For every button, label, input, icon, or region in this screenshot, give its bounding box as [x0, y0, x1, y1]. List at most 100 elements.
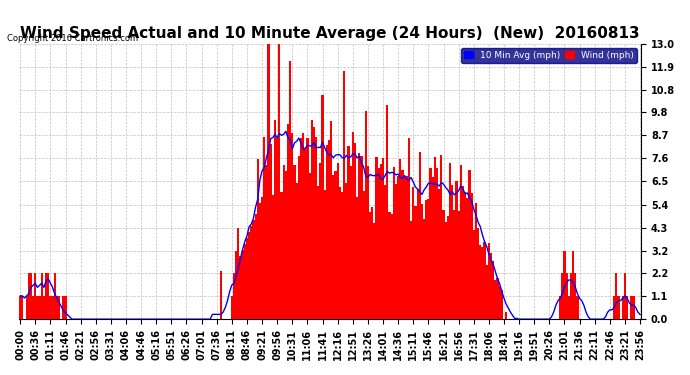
- Bar: [410, 221, 412, 319]
- Bar: [375, 157, 377, 319]
- Bar: [360, 156, 362, 319]
- Bar: [354, 143, 356, 319]
- Bar: [297, 156, 300, 319]
- Bar: [382, 158, 384, 319]
- Bar: [266, 165, 268, 319]
- Bar: [248, 232, 250, 319]
- Bar: [624, 273, 626, 319]
- Bar: [457, 211, 460, 319]
- Bar: [490, 253, 492, 319]
- Bar: [358, 153, 360, 319]
- Bar: [449, 163, 451, 319]
- Legend: 10 Min Avg (mph), Wind (mph): 10 Min Avg (mph), Wind (mph): [461, 48, 637, 63]
- Bar: [30, 273, 32, 319]
- Bar: [291, 133, 293, 319]
- Bar: [419, 152, 421, 319]
- Bar: [62, 296, 64, 319]
- Bar: [377, 168, 380, 319]
- Bar: [384, 185, 386, 319]
- Bar: [304, 149, 306, 319]
- Bar: [274, 120, 276, 319]
- Bar: [453, 210, 455, 319]
- Bar: [373, 223, 375, 319]
- Bar: [239, 256, 241, 319]
- Bar: [220, 271, 222, 319]
- Bar: [559, 296, 561, 319]
- Bar: [45, 273, 47, 319]
- Bar: [564, 251, 566, 319]
- Bar: [400, 159, 402, 319]
- Bar: [230, 296, 233, 319]
- Bar: [345, 183, 347, 319]
- Bar: [315, 137, 317, 319]
- Bar: [259, 202, 261, 319]
- Bar: [49, 296, 52, 319]
- Bar: [425, 200, 427, 319]
- Bar: [479, 245, 482, 319]
- Bar: [427, 199, 429, 319]
- Bar: [352, 132, 354, 319]
- Bar: [293, 165, 295, 319]
- Bar: [404, 177, 406, 319]
- Bar: [250, 226, 253, 319]
- Bar: [615, 273, 618, 319]
- Bar: [285, 171, 287, 319]
- Bar: [337, 163, 339, 319]
- Text: Copyright 2016 Cartronics.com: Copyright 2016 Cartronics.com: [7, 34, 138, 43]
- Bar: [440, 155, 442, 319]
- Bar: [473, 230, 475, 319]
- Bar: [365, 111, 367, 319]
- Bar: [568, 296, 570, 319]
- Bar: [391, 214, 393, 319]
- Bar: [492, 261, 494, 319]
- Bar: [324, 190, 326, 319]
- Bar: [462, 186, 464, 319]
- Bar: [432, 177, 434, 319]
- Bar: [56, 296, 58, 319]
- Bar: [263, 137, 266, 319]
- Bar: [257, 159, 259, 319]
- Bar: [233, 273, 235, 319]
- Bar: [421, 204, 423, 319]
- Bar: [58, 296, 60, 319]
- Bar: [371, 207, 373, 319]
- Bar: [246, 238, 248, 319]
- Bar: [576, 296, 578, 319]
- Bar: [335, 171, 337, 319]
- Bar: [237, 228, 239, 319]
- Bar: [43, 296, 45, 319]
- Bar: [466, 198, 469, 319]
- Bar: [455, 182, 457, 319]
- Bar: [37, 296, 39, 319]
- Bar: [278, 44, 280, 319]
- Bar: [347, 146, 350, 319]
- Bar: [272, 195, 274, 319]
- Bar: [471, 193, 473, 319]
- Bar: [47, 273, 49, 319]
- Bar: [488, 243, 490, 319]
- Bar: [306, 138, 308, 319]
- Bar: [54, 273, 56, 319]
- Bar: [280, 192, 283, 319]
- Bar: [477, 228, 479, 319]
- Bar: [322, 95, 324, 319]
- Bar: [499, 286, 501, 319]
- Bar: [572, 251, 574, 319]
- Bar: [464, 192, 466, 319]
- Bar: [362, 191, 365, 319]
- Bar: [460, 165, 462, 319]
- Bar: [369, 212, 371, 319]
- Bar: [388, 212, 391, 319]
- Bar: [618, 296, 620, 319]
- Bar: [289, 61, 291, 319]
- Title: Wind Speed Actual and 10 Minute Average (24 Hours)  (New)  20160813: Wind Speed Actual and 10 Minute Average …: [20, 26, 640, 41]
- Bar: [287, 124, 289, 319]
- Bar: [300, 138, 302, 319]
- Bar: [308, 172, 310, 319]
- Bar: [326, 145, 328, 319]
- Bar: [438, 189, 440, 319]
- Bar: [395, 184, 397, 319]
- Bar: [313, 127, 315, 319]
- Bar: [486, 265, 488, 319]
- Bar: [319, 163, 322, 319]
